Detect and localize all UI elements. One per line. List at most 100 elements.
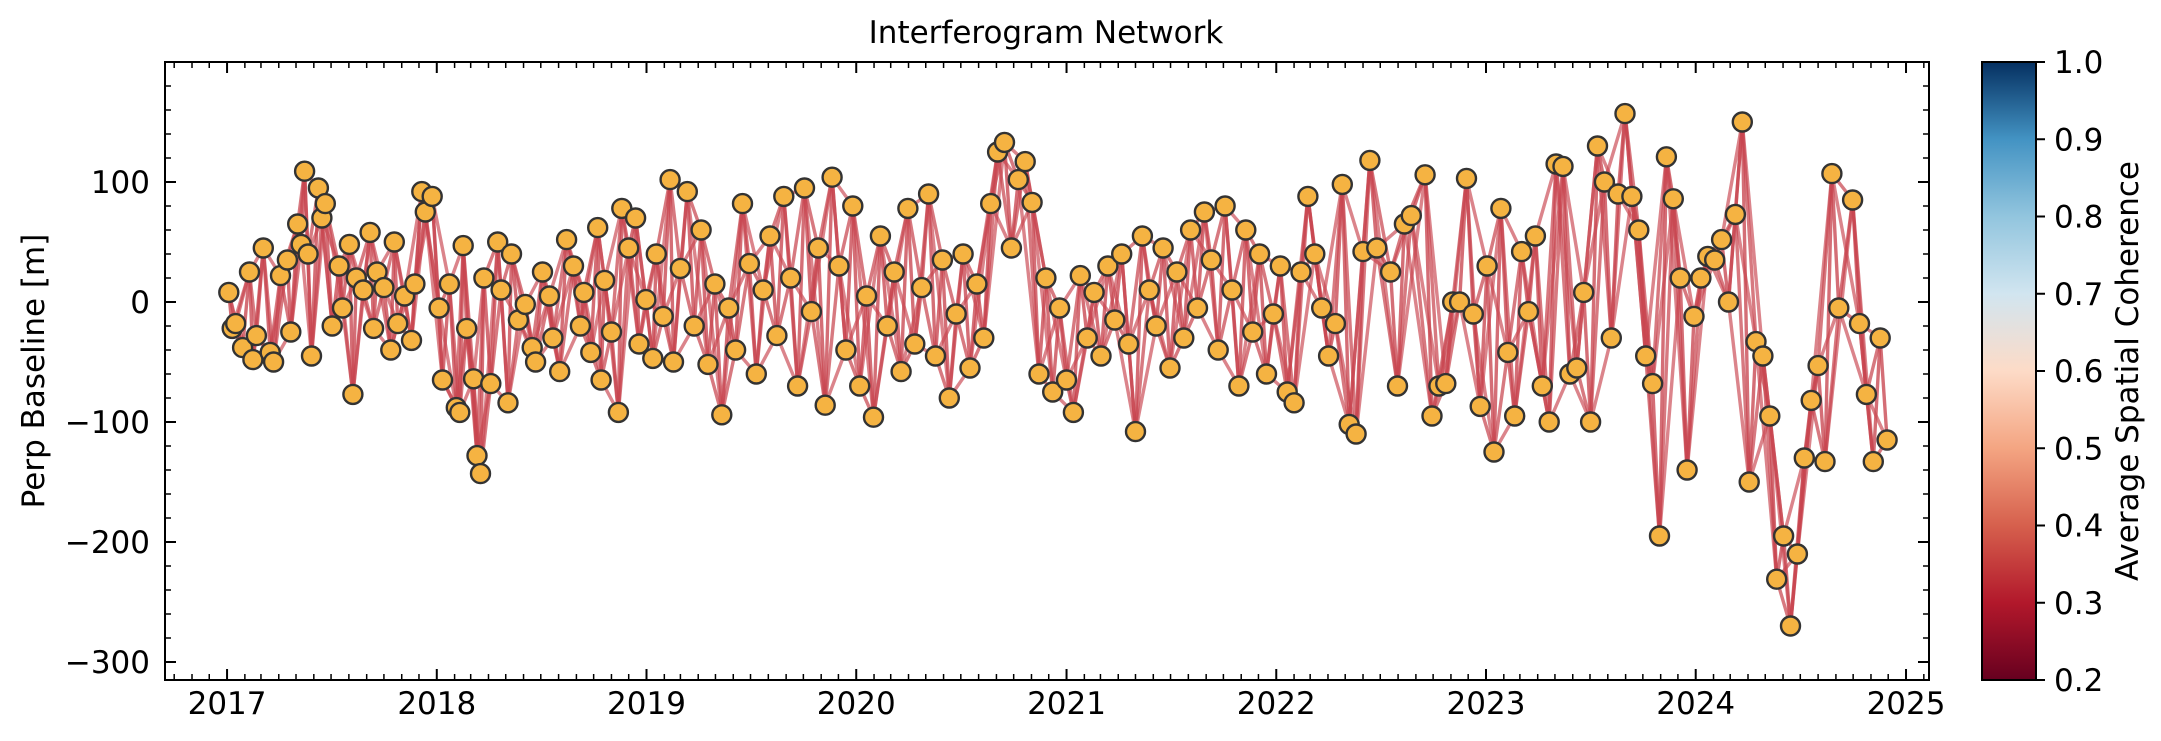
acquisition-point <box>452 234 474 257</box>
acquisition-point <box>1007 168 1029 191</box>
acquisition-point <box>1055 369 1078 391</box>
colorbar-ticks: 0.2 0.3 0.4 0.5 0.6 0.7 0.8 0.9 1.0 <box>2036 45 2103 699</box>
acquisition-point <box>1131 225 1154 247</box>
acquisition-point <box>473 267 495 289</box>
acquisition-point <box>466 444 488 467</box>
acquisition-point <box>1600 327 1623 349</box>
interferogram-link <box>1719 120 1745 242</box>
acquisition-point <box>338 233 361 256</box>
acquisition-point <box>1214 195 1236 217</box>
acquisition-point <box>793 177 816 199</box>
acquisition-point <box>1793 447 1816 469</box>
acquisition-point <box>883 261 905 283</box>
acquisition-point <box>645 243 667 265</box>
acquisition-point <box>421 185 443 208</box>
interferogram-link <box>1182 228 1193 340</box>
acquisition-point <box>786 375 809 397</box>
acquisition-point <box>973 327 995 349</box>
interferogram-link <box>633 216 641 346</box>
interferogram-link <box>1292 252 1317 405</box>
acquisition-point <box>1566 357 1588 379</box>
acquisition-point <box>1731 111 1754 133</box>
acquisition-point <box>1710 228 1733 251</box>
colorbar: 0.2 0.3 0.4 0.5 0.6 0.7 0.8 0.9 1.0 Average Spat… <box>1981 45 2146 699</box>
interferogram-link <box>489 288 503 386</box>
acquisition-point <box>1317 345 1340 367</box>
acquisition-point <box>1641 372 1664 395</box>
acquisition-point <box>1752 345 1774 367</box>
acquisition-point <box>1765 568 1788 590</box>
acquisition-point <box>1035 267 1057 289</box>
acquisition-point <box>759 225 781 247</box>
acquisition-point <box>431 369 454 391</box>
acquisition-point <box>1041 381 1064 403</box>
interferogram-link <box>1457 300 1482 409</box>
acquisition-point <box>1724 203 1747 226</box>
colorbar-tick-label: 0.9 <box>2054 122 2103 158</box>
y-axis: −300 −200 −100 0 100 <box>65 85 1929 681</box>
acquisition-point <box>1421 405 1443 427</box>
acquisition-point <box>1076 327 1098 349</box>
acquisition-point <box>1241 321 1264 343</box>
interferogram-link <box>1478 206 1503 409</box>
acquisition-point <box>917 183 940 205</box>
interferogram-link <box>1878 336 1889 442</box>
interferogram-link <box>1609 194 1634 340</box>
interferogram-link <box>437 306 458 410</box>
acquisition-point <box>1786 543 1809 565</box>
acquisition-point <box>331 297 354 319</box>
acquisition-point <box>1669 267 1691 289</box>
acquisition-point <box>1462 303 1485 325</box>
acquisition-point <box>1448 291 1471 313</box>
colorbar-tick-label: 0.3 <box>2054 586 2103 622</box>
interferogram-link <box>1602 180 1614 340</box>
acquisition-point <box>1593 171 1616 193</box>
acquisition-point <box>531 261 554 283</box>
acquisition-point <box>911 276 933 299</box>
acquisition-point <box>876 315 898 337</box>
acquisition-point <box>1269 255 1292 277</box>
interferogram-link <box>933 258 945 358</box>
acquisition-point <box>1772 525 1795 547</box>
acquisition-point <box>1324 312 1347 335</box>
x-tick-label: 2024 <box>1656 686 1735 722</box>
acquisition-point <box>1779 615 1802 637</box>
interferogram-link <box>1175 270 1186 340</box>
acquisition-point <box>321 315 343 337</box>
interferogram-link <box>558 264 576 374</box>
acquisition-point <box>1014 150 1036 173</box>
acquisition-point <box>945 303 967 325</box>
acquisition-point <box>1104 309 1126 331</box>
interferogram-link <box>1161 246 1186 340</box>
acquisition-point <box>580 341 602 364</box>
acquisition-points <box>218 102 1898 637</box>
acquisition-point <box>1862 450 1885 473</box>
acquisition-point <box>1186 297 1209 319</box>
acquisition-point <box>387 312 409 335</box>
interferogram-link <box>823 264 841 407</box>
x-tick-label: 2020 <box>817 686 896 722</box>
acquisition-point <box>1586 135 1609 157</box>
acquisition-point <box>1676 459 1698 481</box>
interferogram-link <box>864 294 876 419</box>
interferogram-link <box>1457 176 1469 304</box>
acquisition-point <box>1138 279 1161 301</box>
y-tick-label: −100 <box>65 405 150 441</box>
acquisition-point <box>731 192 754 215</box>
interferogram-link <box>678 189 689 271</box>
acquisition-point <box>890 360 912 383</box>
interferogram-link <box>1830 171 1841 310</box>
interferogram-link <box>1526 234 1538 314</box>
acquisition-point <box>1552 155 1574 178</box>
acquisition-point <box>800 300 823 323</box>
acquisition-point <box>1062 401 1085 424</box>
acquisition-point <box>587 216 609 239</box>
interferogram-link <box>1216 204 1227 352</box>
interferogram-link <box>1388 270 1400 388</box>
acquisition-point <box>276 249 299 271</box>
interferogram-link <box>920 285 938 358</box>
y-tick-label: −300 <box>65 645 150 681</box>
acquisition-point <box>828 255 850 277</box>
interferogram-link <box>1278 264 1296 405</box>
interferogram-link <box>1837 306 1869 397</box>
